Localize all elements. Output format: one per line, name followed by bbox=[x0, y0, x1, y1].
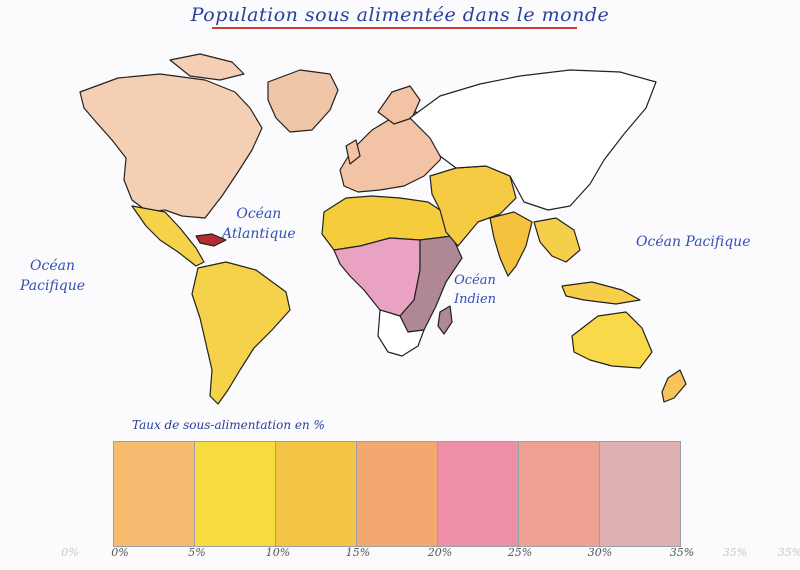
legend-color-scale bbox=[113, 441, 681, 547]
ocean-pacifique-left-line1: Océan bbox=[30, 258, 76, 274]
region-cuba bbox=[195, 233, 227, 247]
region-south-america bbox=[191, 261, 291, 405]
legend-swatch-1 bbox=[114, 442, 195, 546]
region-southern-africa bbox=[377, 309, 425, 357]
legend-swatch-4 bbox=[357, 442, 438, 546]
ocean-atlantique: Océan Atlantique bbox=[222, 204, 296, 245]
ocean-indien: Océan Indien bbox=[454, 272, 496, 310]
ocean-pacifique-left-line2: Pacifique bbox=[20, 278, 86, 295]
region-north-america bbox=[79, 73, 263, 219]
region-australia bbox=[571, 311, 653, 369]
ocean-atlantique-line1: Océan bbox=[236, 206, 282, 222]
region-uk bbox=[345, 139, 361, 165]
legend-tick-label: 10% bbox=[265, 546, 291, 559]
legend-tick-label: 35% bbox=[669, 546, 695, 559]
ocean-pacifique-right-label: Océan Pacifique bbox=[636, 234, 751, 250]
ocean-atlantique-line2: Atlantique bbox=[222, 226, 296, 243]
region-indonesia bbox=[561, 281, 641, 305]
legend-tick-label: 20% bbox=[427, 546, 453, 559]
legend-title: Taux de sous-alimentation en % bbox=[132, 418, 325, 432]
legend-tick-label: 15% bbox=[345, 546, 371, 559]
legend-tick-labels: 0% 0% 5% 10% 15% 20% 25% 30% 35% 35% 35% bbox=[0, 546, 800, 566]
region-madagascar bbox=[437, 305, 453, 335]
legend-tick-label: 5% bbox=[188, 546, 206, 559]
region-greenland bbox=[267, 69, 339, 133]
world-map bbox=[79, 53, 687, 405]
region-arctic-islands bbox=[169, 53, 245, 81]
legend-swatch-2 bbox=[195, 442, 276, 546]
ocean-pacifique-right: Océan Pacifique bbox=[636, 232, 750, 252]
legend-swatch-5 bbox=[438, 442, 519, 546]
legend-swatch-6 bbox=[519, 442, 600, 546]
title-underline bbox=[212, 27, 577, 29]
region-central-africa bbox=[333, 237, 421, 317]
region-india bbox=[489, 211, 533, 277]
legend-swatch-3 bbox=[276, 442, 357, 546]
region-southeast-asia bbox=[533, 217, 581, 263]
legend-tick-label: 25% bbox=[507, 546, 533, 559]
ocean-pacifique-left: Océan Pacifique bbox=[20, 256, 85, 297]
map-title: Population sous alimentée dans le monde bbox=[190, 4, 610, 26]
legend-tick-label: 0% bbox=[111, 546, 129, 559]
legend-tick-label: 30% bbox=[587, 546, 613, 559]
legend-tick-label: 35% bbox=[722, 546, 748, 559]
legend-tick-label: 35% bbox=[777, 546, 800, 559]
region-scandinavia bbox=[377, 85, 421, 125]
region-russia-china bbox=[409, 69, 657, 211]
legend-tick-label: 0% bbox=[61, 546, 79, 559]
region-central-america bbox=[131, 205, 205, 267]
legend-swatch-7 bbox=[600, 442, 680, 546]
ocean-indien-line2: Indien bbox=[454, 291, 497, 307]
region-new-zealand bbox=[661, 369, 687, 403]
ocean-indien-line1: Océan bbox=[454, 273, 496, 288]
